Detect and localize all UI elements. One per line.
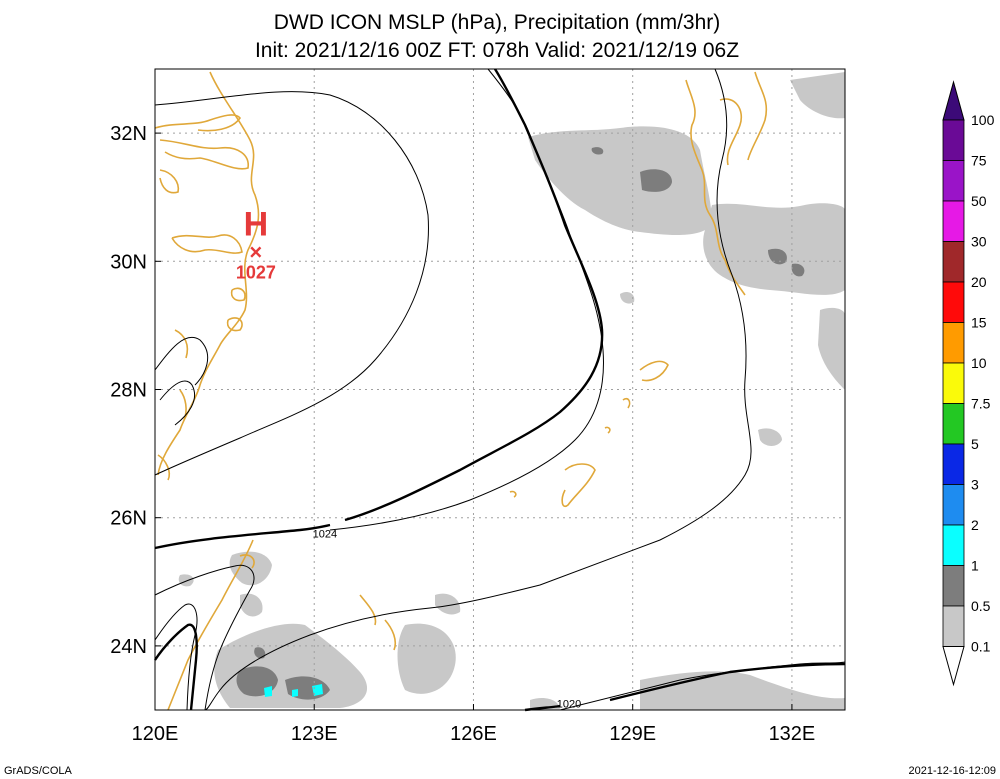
isobar-labels: 1024 1020	[313, 529, 582, 711]
colorbar-swatch	[942, 160, 965, 202]
isobar-label: 1024	[313, 529, 337, 541]
chart-subtitle: Init: 2021/12/16 00Z FT: 078h Valid: 202…	[255, 39, 739, 62]
colorbar-swatch	[942, 605, 965, 647]
lat-tick-label: 28N	[110, 380, 147, 402]
chart-title: DWD ICON MSLP (hPa), Precipitation (mm/3…	[274, 11, 721, 34]
timestamp: 2021-12-16-12:09	[909, 765, 996, 777]
lat-tick-label: 32N	[110, 123, 147, 145]
colorbar-swatch	[942, 241, 965, 283]
colorbar-label: 5	[971, 436, 979, 452]
colorbar-label: 30	[971, 234, 987, 250]
colorbar-swatch	[942, 403, 965, 445]
colorbar-label: 2	[971, 517, 979, 533]
lon-tick-label: 120E	[132, 723, 179, 745]
high-symbol: H	[244, 206, 269, 244]
high-pressure-center: H × 1027	[236, 206, 276, 283]
high-center-marker-icon: ×	[249, 240, 262, 265]
lon-tick-label: 129E	[609, 723, 656, 745]
lon-tick-label: 126E	[450, 723, 497, 745]
colorbar-swatch	[942, 322, 965, 364]
lon-tick-label: 132E	[769, 723, 816, 745]
colorbar-swatch	[942, 565, 965, 607]
high-pressure-value: 1027	[236, 263, 276, 283]
colorbar-swatch	[942, 362, 965, 404]
colorbar-label: 3	[971, 477, 979, 493]
colorbar-swatch	[942, 524, 965, 566]
precipitation-colorbar: 100 75 50 30 20 15 10 7.5 5 3 2 1 0.5 0.1	[942, 80, 995, 687]
colorbar-swatch	[942, 443, 965, 485]
colorbar-label: 1	[971, 558, 979, 574]
software-credit: GrADS/COLA	[4, 765, 73, 777]
isobars-bold	[154, 68, 846, 712]
lat-tick-label: 30N	[110, 251, 147, 273]
colorbar-swatch	[942, 119, 965, 161]
colorbar-label: 7.5	[971, 396, 991, 412]
lat-tick-label: 24N	[110, 636, 147, 658]
colorbar-label: 50	[971, 193, 987, 209]
lat-tick-label: 26N	[110, 508, 147, 530]
precipitation-heavy	[264, 684, 323, 697]
colorbar-label: 75	[971, 153, 987, 169]
colorbar-label: 100	[971, 112, 995, 128]
longitude-ticks: 120E 123E 126E 129E 132E	[132, 704, 816, 745]
colorbar-label: 20	[971, 274, 987, 290]
colorbar-label: 0.5	[971, 598, 991, 614]
colorbar-label: 15	[971, 315, 987, 331]
lon-tick-label: 123E	[291, 723, 338, 745]
colorbar-swatch	[942, 281, 965, 323]
colorbar-swatch	[942, 484, 965, 526]
colorbar-label: 0.1	[971, 639, 991, 655]
colorbar-swatch	[942, 200, 965, 242]
colorbar-bottom-arrow	[942, 646, 965, 687]
plot-area: 1024 1020 H × 1027	[154, 68, 846, 712]
gridlines	[155, 69, 845, 710]
colorbar-label: 10	[971, 355, 987, 371]
isobar-label: 1020	[557, 699, 581, 711]
latitude-ticks: 24N 26N 28N 30N 32N	[110, 123, 161, 658]
colorbar-top-arrow	[942, 80, 965, 121]
